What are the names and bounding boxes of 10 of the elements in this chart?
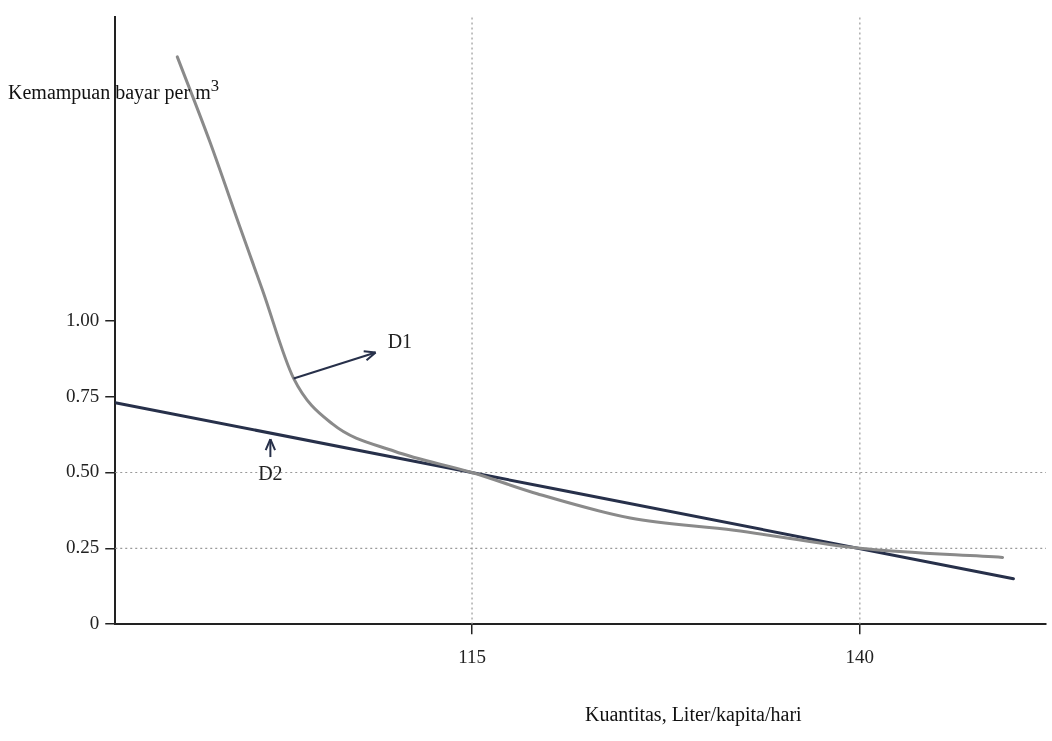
y-tick-label: 0.25 bbox=[66, 536, 100, 558]
y-tick-label: 1.00 bbox=[66, 308, 100, 330]
y-tick-label: 0.75 bbox=[66, 384, 100, 406]
x-tick-label: 115 bbox=[458, 645, 486, 667]
y-tick-label: 0.50 bbox=[66, 460, 100, 482]
annotation: D1 bbox=[387, 329, 413, 352]
x-tick-label: 140 bbox=[845, 645, 875, 667]
x-axis-title: Kuantitas, Liter/kapita/hari bbox=[585, 703, 802, 726]
y-tick-label: 0 bbox=[89, 612, 100, 634]
annotation: D2 bbox=[258, 462, 283, 485]
